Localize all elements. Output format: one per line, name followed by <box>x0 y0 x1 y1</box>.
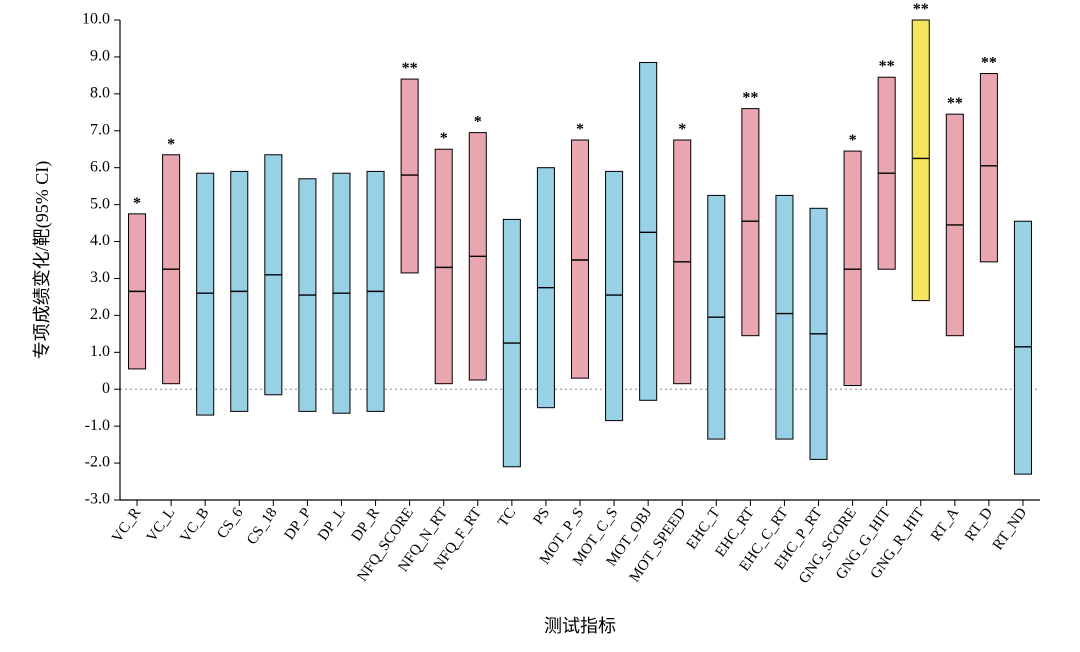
significance-marker: ** <box>402 60 418 77</box>
xtick-label: VC_B <box>177 505 212 546</box>
ytick-label: -3.0 <box>85 491 110 508</box>
significance-marker: * <box>576 121 584 138</box>
ci-bar <box>1014 221 1031 474</box>
ci-bar <box>401 79 418 273</box>
significance-marker: * <box>474 114 482 131</box>
ytick-label: 8.0 <box>90 85 110 102</box>
ci-bar <box>435 149 452 383</box>
ytick-label: 5.0 <box>90 195 110 212</box>
ytick-label: 9.0 <box>90 48 110 65</box>
ytick-label: 7.0 <box>90 121 110 138</box>
ytick-label: 4.0 <box>90 232 110 249</box>
ytick-label: 3.0 <box>90 269 110 286</box>
xtick-label: DP_L <box>315 505 349 544</box>
xtick-label: TC <box>495 505 519 530</box>
xtick-label: PS <box>531 505 554 528</box>
xtick-label: RT_D <box>962 505 996 544</box>
significance-marker: ** <box>947 95 963 112</box>
ci-bar <box>776 195 793 439</box>
ci-bar <box>606 171 623 420</box>
ytick-label: 0 <box>102 380 110 397</box>
significance-marker: * <box>133 195 141 212</box>
ci-bar <box>640 62 657 400</box>
chart-svg: -3.0 -2.0 -1.0 0 1.0 2.0 3.0 4.0 5.0 6.0 7.0 8.0 9.0… <box>0 0 1080 652</box>
significance-marker: ** <box>742 90 758 107</box>
significance-marker: ** <box>879 58 895 75</box>
ytick-label: 10.0 <box>82 11 110 28</box>
significance-marker: ** <box>981 55 997 72</box>
chart-container: -3.0 -2.0 -1.0 0 1.0 2.0 3.0 4.0 5.0 6.0 7.0 8.0 9.0… <box>0 0 1080 652</box>
xtick-label: VC_L <box>144 505 179 545</box>
ci-bar <box>571 140 588 378</box>
ytick-label: 6.0 <box>90 158 110 175</box>
significance-marker: * <box>440 130 448 147</box>
xtick-label: RT_A <box>928 505 962 544</box>
significance-marker: * <box>849 132 857 149</box>
xtick-label: VC_R <box>109 505 144 546</box>
x-axis-label: 测试指标 <box>544 616 616 636</box>
xtick-label: DP_R <box>349 505 383 544</box>
significance-marker: ** <box>913 1 929 18</box>
ci-bar <box>980 74 997 262</box>
ci-bar <box>912 20 929 301</box>
xtick-label: DP_P <box>281 505 314 543</box>
significance-marker: * <box>678 121 686 138</box>
ci-bar <box>844 151 861 385</box>
y-axis-label: 专项成绩变化/靶(95% CI) <box>32 161 53 359</box>
ytick-label: 2.0 <box>90 306 110 323</box>
xtick-label: CS_6 <box>214 505 247 542</box>
ytick-label: -1.0 <box>85 417 110 434</box>
ytick-label: 1.0 <box>90 343 110 360</box>
ci-bar <box>197 173 214 415</box>
significance-marker: * <box>167 136 175 153</box>
xtick-label: RT_ND <box>990 505 1030 553</box>
xtick-label: CS_18 <box>244 505 281 548</box>
ci-bar <box>742 109 759 336</box>
ytick-label: -2.0 <box>85 454 110 471</box>
